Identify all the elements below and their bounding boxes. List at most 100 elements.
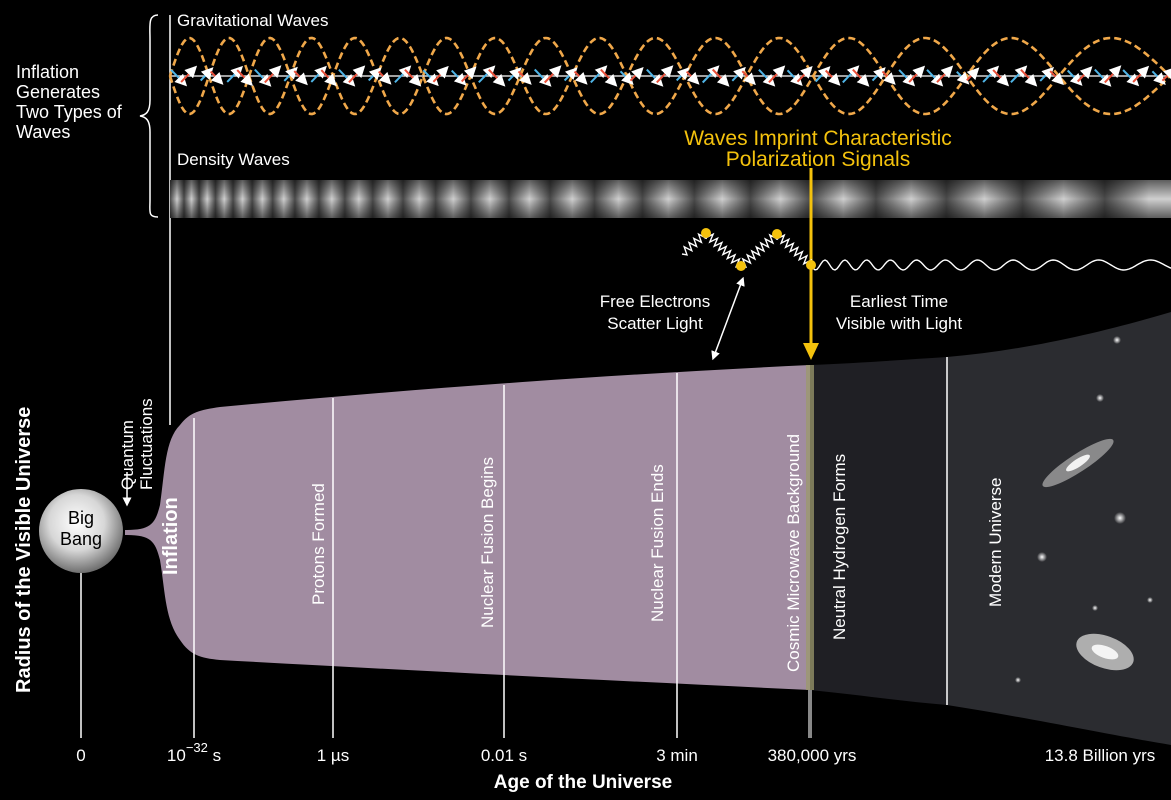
polarization-arrow — [283, 66, 298, 82]
polarization-arrow — [898, 69, 916, 87]
polarization-arrow — [956, 71, 970, 85]
x-axis-title: Age of the Universe — [494, 772, 672, 793]
electron-dot — [772, 229, 782, 239]
star-image — [1015, 677, 1021, 683]
polarization-arrow — [590, 65, 608, 84]
epoch-label-inflation: Inflation — [160, 497, 182, 575]
electron-dot — [736, 261, 746, 271]
scattered-light-trace — [740, 233, 813, 268]
scatter-callout: Free Electrons — [600, 292, 711, 311]
polarization-arrow — [226, 65, 244, 83]
polarization-arrow — [1049, 70, 1064, 86]
star-image — [1113, 336, 1121, 344]
modern-universe-region — [947, 312, 1171, 745]
star-image — [1147, 597, 1153, 603]
polarization-arrow — [543, 65, 562, 84]
imprint-callout: Polarization Signals — [726, 148, 910, 171]
photon-scatter-path — [681, 228, 1171, 271]
polarization-arrow — [1010, 65, 1028, 83]
inflation-brace — [139, 14, 159, 218]
polarization-arrow — [982, 65, 1000, 83]
tick-label: 10−32 s — [167, 740, 221, 765]
density-wave-shade — [170, 180, 1171, 218]
scattered-light-trace — [704, 232, 742, 268]
polarization-arrow — [517, 70, 532, 85]
polarization-arrow — [1076, 66, 1093, 83]
polarization-arrow — [507, 67, 522, 82]
polarization-arrow — [573, 70, 588, 85]
galaxy-field — [1015, 336, 1153, 683]
polarization-arrow — [814, 66, 831, 83]
star-image — [1114, 512, 1126, 524]
quantum-label: Fluctuations — [137, 398, 156, 490]
polarization-arrow — [908, 65, 926, 83]
polarization-arrow — [367, 67, 382, 82]
polarization-arrow — [394, 65, 412, 83]
star-image — [1037, 552, 1047, 562]
polarization-arrow — [170, 69, 188, 87]
big-bang-sphere — [39, 489, 123, 573]
polarization-arrow — [1151, 70, 1166, 85]
inflation-note: Two Types of — [16, 102, 123, 122]
polarization-arrow — [236, 69, 254, 87]
polarization-arrow — [254, 68, 272, 87]
epoch-label-fusion-begins: Nuclear Fusion Begins — [478, 457, 497, 628]
free-light-wave — [810, 259, 1171, 271]
polarization-arrow — [656, 65, 674, 84]
universe-cone-early — [125, 365, 810, 690]
epoch-label-cmb: Cosmic Microwave Background — [784, 434, 803, 672]
polarization-arrow — [824, 69, 841, 86]
earliest-callout: Earliest Time — [850, 292, 948, 311]
star-image — [1092, 605, 1098, 611]
polarization-arrow — [310, 65, 327, 83]
galaxy-image — [1091, 644, 1119, 660]
tick-label: 380,000 yrs — [768, 746, 857, 765]
polarization-arrow — [852, 68, 870, 87]
polarization-arrow — [338, 69, 356, 87]
polarization-arrow — [320, 69, 337, 87]
polarization-arrow — [1161, 67, 1171, 82]
polarization-arrow — [619, 70, 634, 86]
tick-label: 0.01 s — [481, 746, 527, 765]
polarization-arrow — [1132, 65, 1150, 83]
polarization-arrow — [377, 70, 392, 85]
polarization-arrow — [786, 69, 803, 87]
polarization-arrow — [966, 67, 980, 81]
quantum-label: Quantum — [118, 420, 137, 490]
polarization-arrow — [209, 70, 224, 85]
polarization-arrow — [199, 67, 214, 82]
polarization-arrow — [404, 69, 422, 87]
scattered-light-trace — [681, 232, 707, 256]
epoch-label-fusion-ends: Nuclear Fusion Ends — [648, 464, 667, 622]
electron-dot — [701, 228, 711, 238]
polarization-arrow — [842, 65, 860, 84]
density-waves-label: Density Waves — [177, 150, 290, 169]
polarization-arrow — [768, 65, 786, 83]
y-axis-title: Radius of the Visible Universe — [13, 407, 35, 693]
polarization-arrow — [711, 68, 730, 87]
big-bang-label: Big — [68, 508, 94, 528]
tick-label: 13.8 Billion yrs — [1045, 746, 1156, 765]
tick-label: 0 — [76, 746, 85, 765]
polarization-arrow — [629, 66, 644, 82]
polarization-arrow — [731, 66, 746, 82]
tick-label: 1 µs — [317, 746, 349, 765]
epoch-label-neutral-hydrogen: Neutral Hydrogen Forms — [830, 454, 849, 640]
polarization-arrow — [758, 69, 776, 87]
galaxy-image — [1066, 454, 1090, 472]
polarization-arrow — [936, 65, 954, 83]
electron-dot — [806, 260, 816, 270]
polarization-arrow — [1122, 69, 1140, 87]
cmb-strip — [806, 365, 814, 690]
polarization-arrow — [701, 65, 720, 84]
polarization-arrow — [741, 70, 756, 86]
polarization-arrow — [422, 69, 439, 87]
epoch-label-modern: Modern Universe — [986, 478, 1005, 607]
polarization-arrow — [180, 65, 198, 83]
polarization-arrow — [881, 70, 896, 85]
polarization-arrow — [432, 65, 449, 83]
scatter-pointer-arrow — [711, 276, 745, 361]
polarization-arrow — [685, 70, 700, 85]
